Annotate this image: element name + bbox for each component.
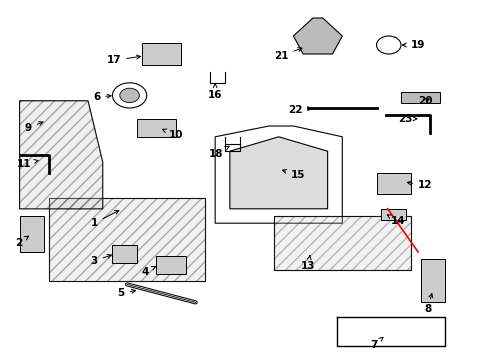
Text: 5: 5	[117, 288, 135, 298]
Text: 2: 2	[15, 236, 28, 248]
Polygon shape	[156, 256, 185, 274]
Polygon shape	[381, 209, 405, 220]
Text: 7: 7	[369, 337, 382, 350]
Text: 12: 12	[407, 180, 432, 190]
Text: 8: 8	[424, 293, 432, 314]
Text: 9: 9	[24, 122, 43, 133]
Polygon shape	[273, 216, 410, 270]
Polygon shape	[142, 43, 181, 65]
Polygon shape	[49, 198, 205, 281]
Text: 20: 20	[417, 96, 432, 106]
Text: 1: 1	[90, 211, 119, 228]
Text: 3: 3	[90, 255, 111, 266]
Polygon shape	[137, 119, 176, 137]
Polygon shape	[20, 216, 44, 252]
Text: 4: 4	[142, 266, 155, 277]
Circle shape	[120, 88, 139, 103]
Text: 6: 6	[93, 92, 111, 102]
Polygon shape	[112, 245, 137, 263]
Polygon shape	[376, 173, 410, 194]
Text: 19: 19	[402, 40, 424, 50]
Polygon shape	[293, 18, 342, 54]
Text: 13: 13	[300, 255, 315, 271]
Text: 22: 22	[287, 105, 311, 115]
Text: 17: 17	[106, 55, 140, 66]
Text: 18: 18	[208, 146, 228, 159]
Text: 16: 16	[207, 84, 222, 100]
Text: 21: 21	[273, 48, 302, 61]
Polygon shape	[420, 259, 444, 302]
Polygon shape	[20, 101, 102, 209]
Text: 11: 11	[17, 159, 38, 169]
Polygon shape	[229, 137, 327, 209]
Polygon shape	[400, 92, 439, 103]
Text: 15: 15	[282, 170, 305, 180]
Text: 23: 23	[398, 114, 416, 124]
Text: 10: 10	[162, 129, 183, 140]
Text: 14: 14	[386, 215, 405, 226]
